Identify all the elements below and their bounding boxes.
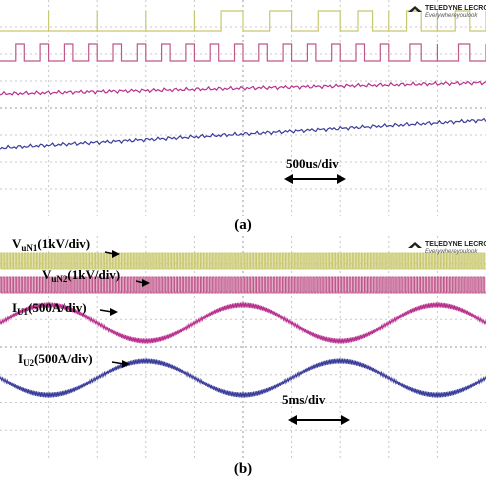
trace-v-un1 xyxy=(0,10,486,32)
logo-tagline-text: Everywhereyoulook xyxy=(425,249,478,255)
logo-mark-icon xyxy=(408,6,422,12)
timebase-label-b: 5ms/div xyxy=(282,392,326,407)
teledyne-lecroy-logo: TELEDYNE LECROYEverywhereyoulook xyxy=(408,241,486,255)
logo-tagline-text: Everywhereyoulook xyxy=(425,13,478,19)
trace-i-u2 xyxy=(0,358,486,398)
teledyne-lecroy-logo: TELEDYNE LECROYEverywhereyoulook xyxy=(408,5,486,19)
logo-brand-text: TELEDYNE LECROY xyxy=(425,241,486,248)
timebase-label-a: 500us/div xyxy=(286,156,339,171)
trace-i-u1 xyxy=(0,302,486,344)
trace-i-u2 xyxy=(0,117,486,150)
timebase-arrow xyxy=(284,174,346,184)
label-v-un1: VuN1(1kV/div) xyxy=(12,236,90,253)
oscilloscope-panel-a: TELEDYNE LECROYEverywhereyoulook 500us/di… xyxy=(0,0,486,216)
logo-brand-text: TELEDYNE LECROY xyxy=(425,5,486,12)
caption-b: (b) xyxy=(233,461,253,477)
label-i-u1: IU1(500A/div) xyxy=(12,300,87,317)
caption-a: (a) xyxy=(234,217,252,233)
label-i-u2: IU2(500A/div) xyxy=(18,351,93,368)
trace-v-un2 xyxy=(0,276,486,294)
trace-v-un2 xyxy=(0,43,486,62)
label-pointer-head xyxy=(122,360,130,368)
scope-screen-a: TELEDYNE LECROYEverywhereyoulook 500us/di… xyxy=(0,0,486,216)
trace-i-u1 xyxy=(0,80,486,96)
label-v-un2: VuN2(1kV/div) xyxy=(42,267,120,284)
logo-mark-icon xyxy=(408,242,422,248)
scope-screen-b: TELEDYNE LECROYEverywhereyoulook VuN1(1kV… xyxy=(0,236,486,458)
label-pointer-head xyxy=(110,308,118,316)
oscilloscope-panel-b: TELEDYNE LECROYEverywhereyoulook VuN1(1kV… xyxy=(0,236,486,458)
label-pointer-head xyxy=(112,250,120,258)
label-pointer-head xyxy=(142,279,150,287)
trace-v-un1 xyxy=(0,252,486,270)
timebase-arrow xyxy=(288,415,350,425)
